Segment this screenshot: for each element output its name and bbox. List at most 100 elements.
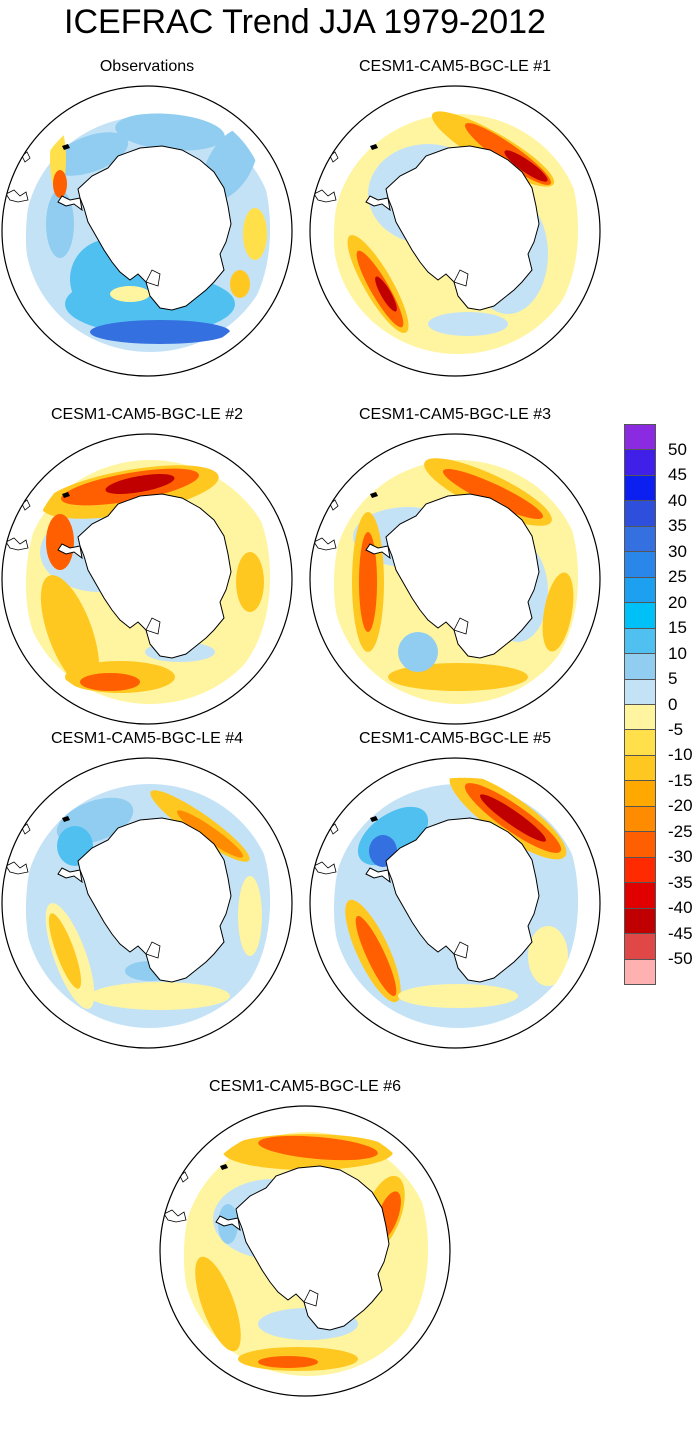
- trend-region: [46, 514, 74, 570]
- colorbar-swatch: [624, 678, 656, 705]
- trend-region: [40, 575, 100, 689]
- polar-map: [309, 757, 601, 1049]
- trend-region: [48, 913, 82, 989]
- antarctica-outline: [77, 817, 232, 983]
- south-america-tip: [5, 861, 29, 875]
- colorbar-tick-label: 15: [668, 618, 687, 638]
- trend-region: [355, 915, 397, 997]
- colorbar-tick-label: -20: [668, 796, 693, 816]
- trend-region: [230, 270, 250, 298]
- ross-sea-coast: [303, 1289, 319, 1307]
- trend-region: [442, 469, 544, 519]
- island: [370, 492, 378, 498]
- colorbar-swatch: [624, 933, 656, 960]
- colorbar-swatch: [624, 780, 656, 807]
- trend-region: [398, 984, 518, 1008]
- colorbar-tick-label: 40: [668, 490, 687, 510]
- colorbar: 50 45 40 35 30 25 20 15 10 5 0 -5 -10 -15 -20 -25 -30 -35…: [624, 424, 700, 985]
- colorbar-tick-label: -10: [668, 745, 693, 765]
- colorbar-swatch: [624, 831, 656, 858]
- colorbar-tick-label: -15: [668, 770, 693, 790]
- colorbar-swatch: [624, 856, 656, 884]
- south-america-tip: [313, 189, 337, 203]
- trend-region: [115, 113, 225, 151]
- colorbar-swatch: [624, 958, 656, 985]
- island: [370, 144, 378, 150]
- colorbar-tick-label: 10: [668, 643, 687, 663]
- trend-region: [258, 1135, 378, 1161]
- panel-title: CESM1-CAM5-BGC-LE #1: [358, 58, 552, 75]
- colorbar-tick-label: 45: [668, 465, 687, 485]
- polar-map: [309, 85, 601, 377]
- trend-region: [258, 1356, 318, 1368]
- panel-title: CESM1-CAM5-BGC-LE #6: [208, 1078, 402, 1095]
- colorbar-tick-label: -25: [668, 821, 693, 841]
- colorbar-swatch: [624, 729, 656, 756]
- south-america-tip: [163, 1209, 187, 1223]
- map-panel-ens-6: CESM1-CAM5-BGC-LE #6: [158, 1078, 452, 1398]
- ross-sea-coast: [453, 269, 469, 287]
- antarctic-peninsula: [365, 867, 391, 884]
- antarctica-outline: [235, 1165, 390, 1331]
- trend-region: [528, 926, 568, 986]
- map-panel-ens-5: CESM1-CAM5-BGC-LE #5: [308, 730, 602, 1050]
- colorbar-swatch: [624, 500, 656, 527]
- trend-region: [195, 1256, 241, 1352]
- map-border: [1, 433, 293, 725]
- south-america-tip: [5, 189, 29, 203]
- trend-region: [90, 320, 230, 344]
- antarctic-peninsula: [57, 195, 83, 212]
- colorbar-swatch: [624, 754, 656, 782]
- colorbar-tick-label: -35: [668, 872, 693, 892]
- colorbar-swatch: [624, 627, 656, 655]
- island: [220, 1164, 228, 1170]
- antarctic-peninsula: [365, 195, 391, 212]
- colorbar-tick-label: 30: [668, 541, 687, 561]
- colorbar-swatch: [624, 525, 656, 553]
- map-border: [159, 1105, 451, 1397]
- colorbar-tick-label: 25: [668, 567, 687, 587]
- colorbar-swatch: [624, 704, 656, 731]
- map-border: [309, 85, 601, 377]
- colorbar-swatch: [624, 805, 656, 833]
- map-panel-ens-2: CESM1-CAM5-BGC-LE #2: [0, 406, 294, 726]
- map-border: [309, 757, 601, 1049]
- colorbar-tick-label: 35: [668, 516, 687, 536]
- colorbar-tick-label: 5: [668, 669, 678, 689]
- trend-region: [504, 150, 548, 182]
- colorbar-tick-label: -30: [668, 847, 693, 867]
- island: [62, 492, 70, 498]
- colorbar-swatch: [624, 576, 656, 604]
- trend-region: [243, 208, 267, 260]
- panel-title: CESM1-CAM5-BGC-LE #5: [358, 730, 552, 747]
- antarctica-outline: [385, 493, 540, 659]
- map-panel-ens-4: CESM1-CAM5-BGC-LE #4: [0, 730, 294, 1050]
- colorbar-swatch: [624, 907, 656, 935]
- polar-map: [1, 757, 293, 1049]
- island: [370, 816, 378, 822]
- ross-sea-coast: [453, 941, 469, 959]
- polar-map: [1, 85, 293, 377]
- page-title: ICEFRAC Trend JJA 1979-2012: [64, 3, 546, 41]
- island: [62, 816, 70, 822]
- panel-title: CESM1-CAM5-BGC-LE #3: [358, 406, 552, 423]
- colorbar-swatch: [624, 424, 656, 451]
- trend-region: [90, 982, 230, 1010]
- trend-region: [236, 552, 264, 612]
- trend-region: [398, 632, 438, 672]
- map-panel-ens-1: CESM1-CAM5-BGC-LE #1: [308, 58, 602, 378]
- south-america-tip: [5, 537, 29, 551]
- trend-region: [46, 190, 74, 258]
- south-america-tip: [313, 861, 337, 875]
- trend-region: [428, 312, 508, 336]
- antarctic-peninsula: [365, 543, 391, 560]
- polar-map: [309, 433, 601, 725]
- map-panel-observations: Observations: [0, 58, 294, 378]
- trend-region: [375, 276, 397, 312]
- colorbar-tick-label: 20: [668, 592, 687, 612]
- colorbar-swatch: [624, 449, 656, 476]
- colorbar-swatch: [624, 551, 656, 578]
- south-america-tip: [313, 537, 337, 551]
- ross-sea-coast: [145, 269, 161, 287]
- map-border: [1, 85, 293, 377]
